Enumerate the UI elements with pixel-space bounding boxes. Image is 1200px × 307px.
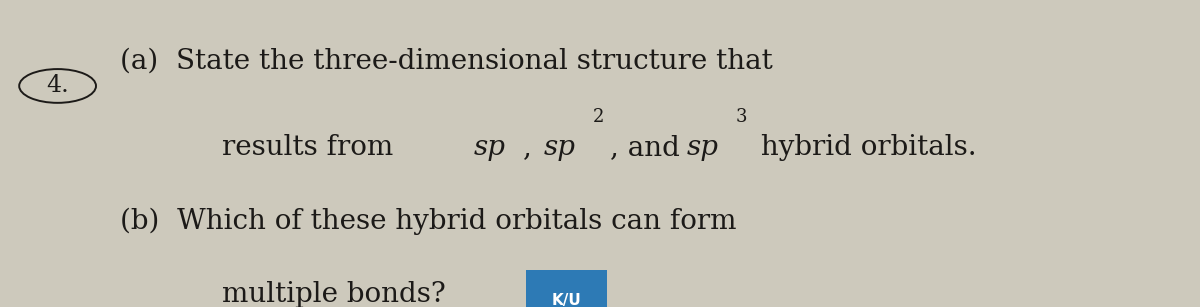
Text: (b)  Which of these hybrid orbitals can form: (b) Which of these hybrid orbitals can f…: [120, 207, 737, 235]
Text: results from: results from: [222, 134, 402, 161]
Text: 2: 2: [593, 108, 604, 126]
Text: , and: , and: [610, 134, 689, 161]
Text: K/U: K/U: [552, 293, 581, 307]
Text: sp: sp: [544, 134, 576, 161]
Text: sp: sp: [474, 134, 506, 161]
Text: hybrid orbitals.: hybrid orbitals.: [752, 134, 977, 161]
Text: 3: 3: [736, 108, 748, 126]
Text: (a)  State the three-dimensional structure that: (a) State the three-dimensional structur…: [120, 48, 773, 75]
Text: sp: sp: [686, 134, 719, 161]
Text: 4.: 4.: [47, 75, 68, 97]
Text: multiple bonds?: multiple bonds?: [222, 281, 455, 307]
Text: ,: ,: [523, 134, 541, 161]
FancyBboxPatch shape: [526, 270, 607, 307]
